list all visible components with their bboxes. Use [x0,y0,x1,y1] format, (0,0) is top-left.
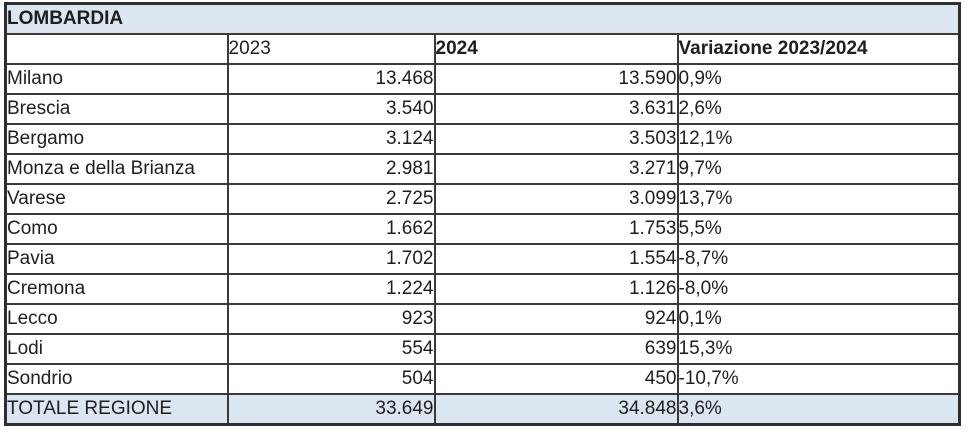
value-2024: 1.126 [433,273,679,305]
total-variazione: 3,6% [676,393,961,426]
page: LOMBARDIA 2023 2024 Variazione 2023/2024… [4,2,962,426]
row-label: Monza e della Brianza [4,153,229,185]
value-variazione: 2,6% [676,93,961,125]
table-row-lecco: Lecco 923 924 0,1% [4,303,961,335]
value-2023: 1.702 [226,243,436,275]
value-2024: 1.554 [433,243,679,275]
lombardia-table: LOMBARDIA 2023 2024 Variazione 2023/2024… [4,2,962,426]
table-row-varese: Varese 2.725 3.099 13,7% [4,183,961,215]
value-variazione: -8,7% [676,243,961,275]
table-row-monza: Monza e della Brianza 2.981 3.271 9,7% [4,153,961,185]
value-2024: 3.099 [433,183,679,215]
value-variazione: 13,7% [676,183,961,215]
value-variazione: 15,3% [676,333,961,365]
value-2023: 923 [226,303,436,335]
row-label: Bergamo [4,123,229,155]
table-row-brescia: Brescia 3.540 3.631 2,6% [4,93,961,125]
value-2023: 3.124 [226,123,436,155]
row-label: Lecco [4,303,229,335]
value-2024: 1.753 [433,213,679,245]
table-row-como: Como 1.662 1.753 5,5% [4,213,961,245]
value-2023: 554 [226,333,436,365]
value-2024: 450 [433,363,679,395]
value-variazione: -10,7% [676,363,961,395]
total-2024: 34.848 [433,393,679,426]
total-label: TOTALE REGIONE [4,393,229,426]
row-label: Varese [4,183,229,215]
row-label: Cremona [4,273,229,305]
value-variazione: 5,5% [676,213,961,245]
header-row: 2023 2024 Variazione 2023/2024 [4,33,961,65]
value-2023: 2.981 [226,153,436,185]
col-header-2024: 2024 [433,33,679,65]
value-variazione: -8,0% [676,273,961,305]
value-2023: 1.662 [226,213,436,245]
value-2023: 3.540 [226,93,436,125]
value-variazione: 0,9% [676,63,961,95]
total-row: TOTALE REGIONE 33.649 34.848 3,6% [4,393,961,426]
value-2024: 639 [433,333,679,365]
row-label: Milano [4,63,229,95]
table-row-lodi: Lodi 554 639 15,3% [4,333,961,365]
value-2023: 2.725 [226,183,436,215]
row-label: Sondrio [4,363,229,395]
row-label: Como [4,213,229,245]
table-row-pavia: Pavia 1.702 1.554 -8,7% [4,243,961,275]
value-variazione: 9,7% [676,153,961,185]
value-variazione: 0,1% [676,303,961,335]
title-row: LOMBARDIA [4,2,961,35]
col-header-blank [4,33,229,65]
value-2024: 3.503 [433,123,679,155]
value-2023: 13.468 [226,63,436,95]
value-2024: 3.271 [433,153,679,185]
table-row-bergamo: Bergamo 3.124 3.503 12,1% [4,123,961,155]
table-row-sondrio: Sondrio 504 450 -10,7% [4,363,961,395]
value-2024: 3.631 [433,93,679,125]
col-header-2023: 2023 [226,33,436,65]
table-row-milano: Milano 13.468 13.590 0,9% [4,63,961,95]
value-variazione: 12,1% [676,123,961,155]
table-title: LOMBARDIA [4,2,961,35]
total-2023: 33.649 [226,393,436,426]
row-label: Lodi [4,333,229,365]
table-row-cremona: Cremona 1.224 1.126 -8,0% [4,273,961,305]
value-2024: 13.590 [433,63,679,95]
value-2024: 924 [433,303,679,335]
value-2023: 1.224 [226,273,436,305]
col-header-variazione: Variazione 2023/2024 [676,33,961,65]
row-label: Brescia [4,93,229,125]
value-2023: 504 [226,363,436,395]
row-label: Pavia [4,243,229,275]
